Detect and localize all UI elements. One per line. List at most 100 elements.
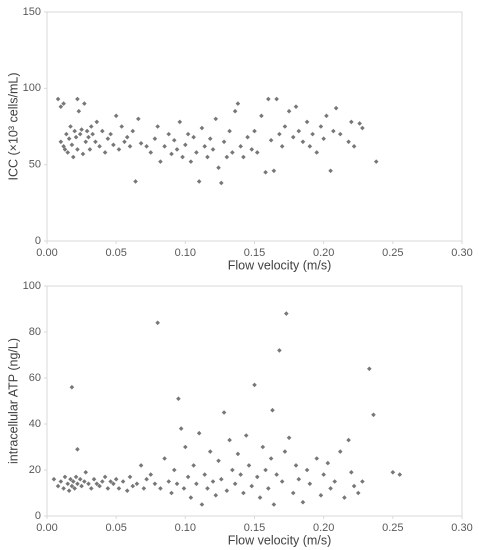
point (274, 96, 279, 102)
point (279, 479, 285, 484)
y-tick-label: 100 (23, 280, 41, 292)
point (260, 444, 266, 450)
y-tick-label: 20 (29, 464, 41, 476)
point (82, 479, 87, 484)
point (274, 472, 279, 477)
point (230, 150, 235, 155)
point (105, 486, 111, 491)
point (130, 128, 136, 134)
plot-frame (46, 11, 463, 242)
point (367, 366, 372, 372)
point (119, 124, 124, 129)
point (62, 147, 68, 152)
point (122, 139, 127, 145)
point (328, 168, 333, 174)
point (373, 159, 379, 164)
y-axis-title: ICC (×10³ cells/mL) (6, 72, 20, 180)
y-tick-label: 40 (29, 418, 41, 430)
point (259, 113, 264, 119)
point (202, 144, 207, 149)
point (141, 486, 147, 491)
point (232, 108, 238, 114)
point (144, 144, 149, 149)
point (127, 144, 133, 149)
point (349, 119, 354, 125)
point (227, 128, 232, 134)
point (243, 433, 249, 438)
point (51, 476, 57, 482)
point (108, 479, 113, 484)
point (113, 476, 119, 482)
point (108, 131, 113, 137)
point (328, 486, 333, 491)
point (152, 481, 158, 487)
point (390, 470, 396, 475)
point (61, 144, 66, 149)
point (284, 311, 289, 316)
point (271, 502, 277, 507)
point (360, 479, 365, 484)
point (279, 144, 285, 149)
point (65, 481, 71, 487)
point (90, 131, 95, 137)
point (55, 96, 61, 102)
point (346, 437, 351, 443)
point (166, 131, 172, 137)
point (321, 136, 326, 142)
point (268, 137, 274, 143)
point (70, 479, 76, 484)
point (127, 474, 133, 480)
point (227, 437, 232, 443)
point (73, 134, 79, 140)
point (86, 481, 91, 487)
point (213, 116, 219, 122)
y-axis-title: intracellular ATP (ng/L) (6, 338, 20, 464)
point (304, 119, 310, 125)
y-tick-label: 100 (23, 82, 41, 94)
point (94, 119, 100, 125)
point (307, 144, 313, 149)
point (134, 481, 140, 487)
point (183, 444, 188, 450)
point (124, 488, 130, 493)
point (314, 150, 320, 155)
point (245, 134, 250, 140)
point (351, 144, 357, 149)
point (68, 124, 73, 129)
point (196, 430, 202, 436)
point (219, 180, 224, 186)
point (116, 147, 122, 152)
point (148, 150, 154, 155)
point (100, 128, 105, 134)
point (286, 108, 292, 114)
point (333, 105, 339, 111)
point (166, 479, 172, 484)
point (216, 458, 221, 464)
point (290, 134, 296, 140)
point (80, 151, 86, 157)
point (191, 463, 196, 468)
point (210, 479, 216, 484)
point (205, 154, 210, 160)
point (254, 150, 260, 155)
point (102, 474, 108, 480)
point (148, 472, 154, 477)
point (133, 179, 138, 184)
point (68, 476, 73, 482)
point (293, 104, 299, 109)
point (87, 147, 93, 152)
point (310, 131, 315, 137)
point (199, 502, 205, 507)
point (65, 150, 71, 155)
point (304, 467, 310, 473)
point (75, 147, 80, 152)
point (246, 463, 252, 468)
point (91, 476, 97, 482)
x-tick-label: 0.15 (244, 247, 265, 259)
point (277, 131, 282, 137)
point (277, 348, 282, 353)
point (263, 170, 268, 175)
point (174, 481, 180, 487)
point (102, 150, 108, 155)
point (138, 463, 144, 468)
